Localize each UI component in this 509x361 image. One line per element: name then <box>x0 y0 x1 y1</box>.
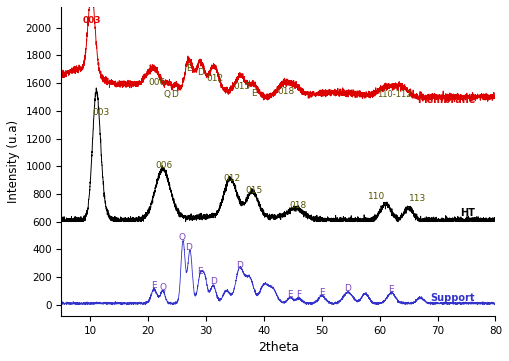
Text: E: E <box>251 89 257 98</box>
Text: 003: 003 <box>92 108 109 117</box>
Text: 110: 110 <box>368 192 385 204</box>
Text: D: D <box>185 243 192 252</box>
Text: E: E <box>287 290 293 299</box>
Text: Support: Support <box>431 292 475 303</box>
Text: Membrane: Membrane <box>417 95 475 104</box>
Text: HT: HT <box>460 208 475 218</box>
Text: 006: 006 <box>148 78 165 87</box>
Text: D: D <box>172 90 178 99</box>
Text: E: E <box>186 64 191 73</box>
Text: E: E <box>319 288 325 297</box>
Text: 012: 012 <box>223 174 241 183</box>
Text: D: D <box>236 261 243 270</box>
Text: 113: 113 <box>409 194 426 208</box>
Text: E: E <box>151 281 157 290</box>
Text: D: D <box>345 284 351 293</box>
Text: 012: 012 <box>206 74 223 83</box>
Text: 018: 018 <box>277 87 295 96</box>
Text: E: E <box>388 285 394 294</box>
Text: 006: 006 <box>155 161 173 170</box>
Text: Q: Q <box>159 283 166 292</box>
Text: 018: 018 <box>289 201 306 210</box>
Text: D: D <box>197 68 204 77</box>
Text: 015: 015 <box>234 82 250 91</box>
Text: D: D <box>210 277 216 286</box>
Text: 003: 003 <box>82 16 101 25</box>
Text: Q: Q <box>178 233 185 242</box>
X-axis label: 2theta: 2theta <box>258 341 299 354</box>
Text: F: F <box>296 290 301 299</box>
Text: E: E <box>197 267 203 276</box>
Text: 015: 015 <box>245 186 263 195</box>
Text: Q: Q <box>164 90 171 99</box>
Y-axis label: Intensity (u.a): Intensity (u.a) <box>7 120 20 203</box>
Text: 110-112: 110-112 <box>377 90 411 99</box>
